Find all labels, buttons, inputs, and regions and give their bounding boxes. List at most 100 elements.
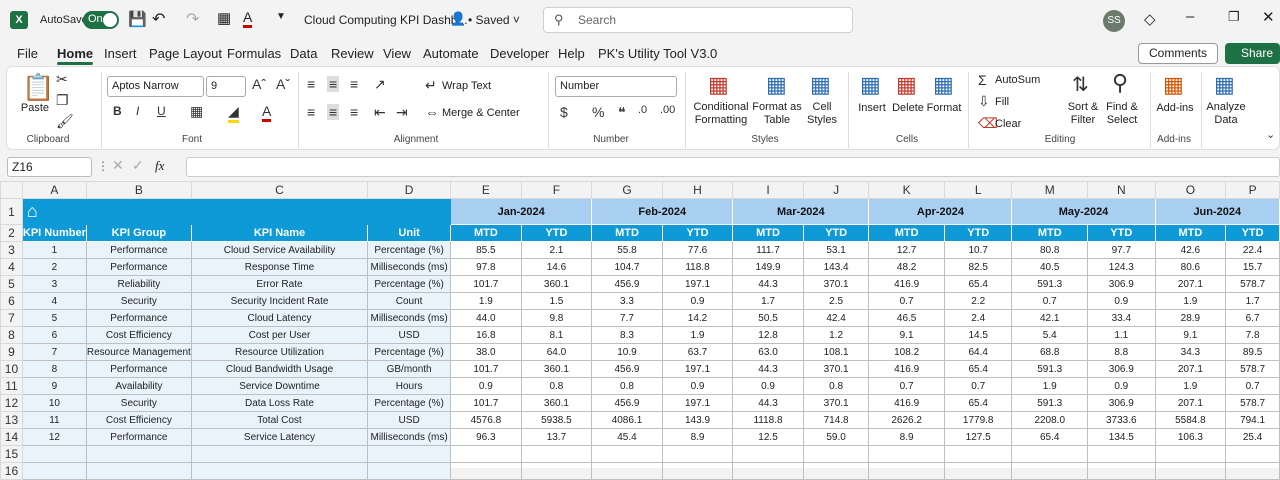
table-cell[interactable]: 118.8	[661, 258, 734, 276]
table-cell[interactable]: 9	[21, 377, 87, 395]
table-cell[interactable]: 306.9	[1087, 394, 1156, 412]
table-cell[interactable]: 2.1	[520, 241, 593, 259]
table-cell[interactable]: Cloud Latency	[190, 309, 369, 327]
row-header[interactable]: 8	[0, 326, 23, 344]
row-header[interactable]: 9	[0, 343, 23, 361]
table-cell[interactable]: 5	[21, 309, 87, 327]
table-cell[interactable]: 15.7	[1225, 258, 1280, 276]
empty-cell[interactable]	[450, 445, 522, 463]
table-cell[interactable]: 42.4	[802, 309, 870, 327]
table-cell[interactable]: 143.9	[661, 411, 734, 429]
row-header[interactable]: 4	[0, 258, 23, 276]
clear-button[interactable]: Clear	[995, 118, 1022, 130]
empty-cell[interactable]	[85, 462, 192, 480]
row-header[interactable]: 10	[0, 360, 23, 378]
empty-cell[interactable]	[1225, 462, 1280, 480]
increase-decimal-icon[interactable]: .0	[638, 104, 648, 116]
tab-developer[interactable]: Developer	[490, 46, 550, 61]
tab-page-layout[interactable]: Page Layout	[149, 46, 223, 61]
cancel-icon[interactable]: ✕	[112, 157, 124, 173]
table-cell[interactable]: 370.1	[802, 360, 870, 378]
empty-cell[interactable]	[1087, 445, 1156, 463]
table-cell[interactable]: USD	[367, 411, 452, 429]
table-cell[interactable]: 1.9	[1154, 292, 1227, 310]
table-cell[interactable]: 77.6	[661, 241, 734, 259]
cell-styles-button[interactable]: Cell Styles	[803, 101, 841, 127]
row-header[interactable]: 15	[0, 445, 23, 463]
table-cell[interactable]: Total Cost	[190, 411, 369, 429]
empty-cell[interactable]	[732, 462, 804, 480]
conditional-formatting-icon[interactable]: ▦	[708, 72, 729, 97]
table-cell[interactable]: 0.7	[1011, 292, 1088, 310]
table-header-cell[interactable]: YTD	[661, 224, 734, 242]
tab-home[interactable]: Home	[57, 46, 94, 65]
table-cell[interactable]: 591.3	[1011, 275, 1088, 293]
table-cell[interactable]: 1	[21, 241, 87, 259]
fill-color-icon[interactable]: ◢	[228, 103, 239, 123]
table-cell[interactable]: 80.8	[1011, 241, 1088, 259]
insert-cells-icon[interactable]: ▦	[860, 72, 881, 97]
table-cell[interactable]: 68.8	[1011, 343, 1088, 361]
table-cell[interactable]: 360.1	[520, 275, 593, 293]
table-cell[interactable]: 101.7	[450, 394, 522, 412]
table-header-cell[interactable]: Unit	[367, 224, 452, 242]
table-cell[interactable]: Percentage (%)	[367, 241, 452, 259]
table-cell[interactable]: 714.8	[802, 411, 870, 429]
table-cell[interactable]: Percentage (%)	[367, 343, 452, 361]
table-cell[interactable]: 44.3	[732, 275, 804, 293]
table-cell[interactable]: 8	[21, 360, 87, 378]
fill-button[interactable]: Fill	[995, 96, 1010, 108]
add-ins-button[interactable]: Add-ins	[1156, 102, 1194, 114]
align-top-icon[interactable]: ≡	[307, 76, 316, 92]
table-cell[interactable]: 3.3	[591, 292, 663, 310]
table-cell[interactable]: 64.0	[520, 343, 593, 361]
table-cell[interactable]: Count	[367, 292, 452, 310]
autosave-toggle[interactable]: On	[83, 11, 119, 29]
align-left-icon[interactable]: ≡	[307, 104, 316, 120]
table-cell[interactable]: 9.1	[868, 326, 945, 344]
table-header-cell[interactable]: YTD	[1087, 224, 1156, 242]
clear-icon[interactable]: ⌫	[978, 115, 998, 131]
table-cell[interactable]: 591.3	[1011, 360, 1088, 378]
table-cell[interactable]: 6	[21, 326, 87, 344]
column-header-M[interactable]: M	[1011, 181, 1088, 199]
table-header-cell[interactable]: YTD	[802, 224, 870, 242]
table-cell[interactable]: 10.7	[943, 241, 1013, 259]
undo-icon[interactable]: ↶	[152, 11, 166, 28]
table-cell[interactable]: 0.9	[661, 292, 734, 310]
empty-cell[interactable]	[520, 445, 593, 463]
table-cell[interactable]: 65.4	[943, 360, 1013, 378]
table-header-cell[interactable]: YTD	[943, 224, 1013, 242]
table-cell[interactable]: 360.1	[520, 394, 593, 412]
align-bottom-icon[interactable]: ≡	[350, 76, 359, 92]
avatar[interactable]: SS	[1103, 10, 1125, 32]
column-header-B[interactable]: B	[85, 181, 192, 199]
table-cell[interactable]: 16.8	[450, 326, 522, 344]
table-cell[interactable]: 1.2	[802, 326, 870, 344]
empty-cell[interactable]	[868, 445, 945, 463]
column-header-F[interactable]: F	[520, 181, 593, 199]
tab-help[interactable]: Help	[558, 46, 585, 61]
merge-center-button[interactable]: Merge & Center	[442, 107, 520, 119]
tab-insert[interactable]: Insert	[104, 46, 137, 61]
table-cell[interactable]: 44.0	[450, 309, 522, 327]
share-button[interactable]: Share	[1225, 43, 1280, 64]
table-cell[interactable]: 22.4	[1225, 241, 1280, 259]
borders-menu-icon[interactable]: ▦	[190, 103, 204, 119]
table-cell[interactable]: 55.8	[591, 241, 663, 259]
table-cell[interactable]: 0.9	[1087, 292, 1156, 310]
find-select-icon[interactable]: ⚲	[1112, 70, 1129, 95]
table-cell[interactable]: 6.7	[1225, 309, 1280, 327]
table-cell[interactable]: 416.9	[868, 275, 945, 293]
table-cell[interactable]: 4576.8	[450, 411, 522, 429]
cell-styles-icon[interactable]: ▦	[810, 72, 831, 97]
table-cell[interactable]: 8.3	[591, 326, 663, 344]
wrap-text-icon[interactable]: ↵	[425, 77, 437, 93]
empty-cell[interactable]	[591, 445, 663, 463]
number-format-select[interactable]: Number	[555, 76, 677, 97]
table-cell[interactable]: 97.8	[450, 258, 522, 276]
table-cell[interactable]: Error Rate	[190, 275, 369, 293]
table-cell[interactable]: 82.5	[943, 258, 1013, 276]
tab-review[interactable]: Review	[331, 46, 374, 61]
table-header-cell[interactable]: KPI Number	[21, 224, 87, 242]
